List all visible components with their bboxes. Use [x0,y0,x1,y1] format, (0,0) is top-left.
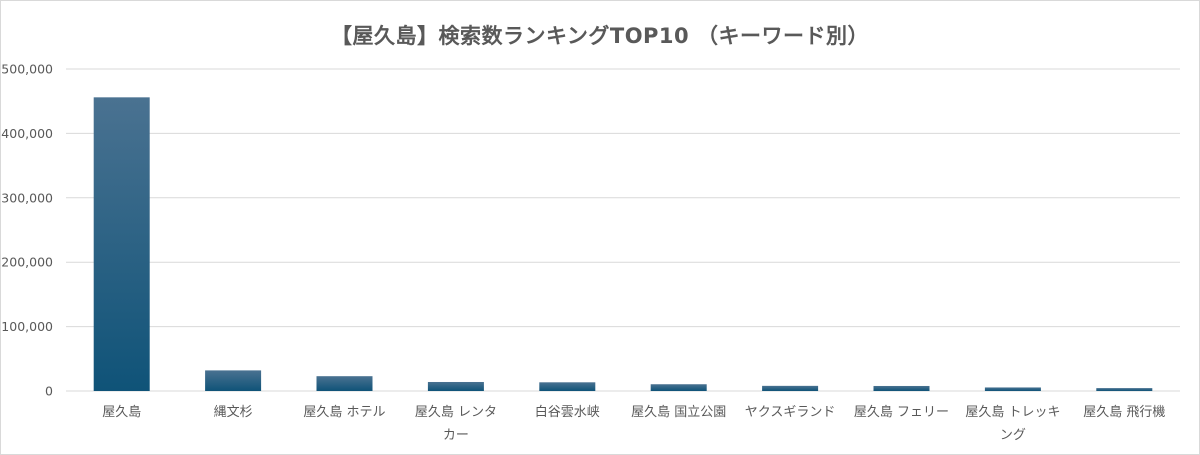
gridlines [66,68,1180,392]
y-tick-label: 300,000 [1,190,53,205]
bar [93,97,150,391]
x-tick-label: ヤクスギランド [745,405,836,420]
bar [539,382,596,391]
x-tick-label: 屋久島 フェリー [854,405,949,420]
x-tick-label: 縄文杉 [214,405,253,420]
x-tick-label: カー [443,428,469,443]
bar [427,381,484,391]
y-axis-ticks: 0 100,000 200,000 300,000 400,000 500,000 [1,62,53,399]
bar [984,387,1041,391]
x-tick-label: 屋久島 ホテル [303,405,385,420]
bar [1096,388,1153,391]
x-tick-label: 屋久島 [102,405,141,420]
bar [762,385,819,391]
x-tick-label: 白谷雲水峡 [535,404,600,420]
x-tick-label: 屋久島 レンタ [415,405,497,420]
bars [93,97,1153,391]
x-tick-label: 屋久島 国立公園 [631,405,726,420]
y-tick-label: 100,000 [1,319,53,334]
chart-title: 【屋久島】検索数ランキングTOP10 （キーワード別） [331,24,869,48]
x-tick-label: ング [1000,428,1026,443]
bar [205,370,262,391]
y-tick-label: 200,000 [1,255,53,270]
y-tick-label: 500,000 [1,62,53,77]
x-tick-label: 屋久島 トレッキ [965,405,1060,420]
y-tick-label: 0 [45,384,53,399]
bar [316,376,373,391]
x-tick-label: 屋久島 飛行機 [1083,405,1165,420]
bar [873,385,930,391]
y-tick-label: 400,000 [1,126,53,141]
bar [650,384,707,391]
